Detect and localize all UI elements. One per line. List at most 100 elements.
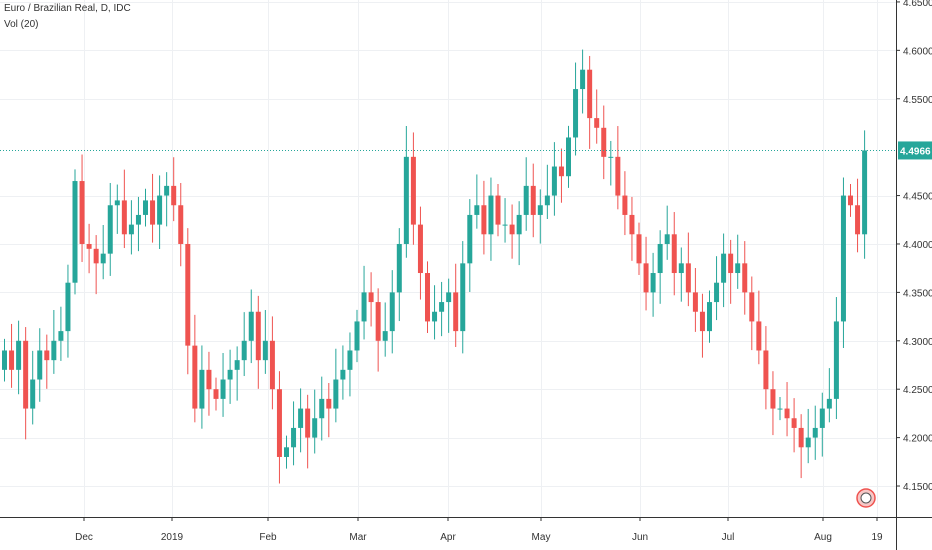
candle-body [157, 195, 163, 225]
candle-body [361, 292, 367, 322]
candle-body [30, 379, 36, 409]
candle-body [171, 185, 177, 206]
x-tick-label: Dec [75, 532, 93, 543]
candle-body [410, 156, 416, 225]
candle-body [580, 69, 586, 90]
candle-body [566, 137, 571, 177]
candle-body [523, 185, 529, 215]
candle-body [664, 234, 670, 244]
candle-body [192, 345, 198, 409]
candle-body [16, 340, 22, 370]
candle-body [601, 127, 607, 157]
candle-body [735, 263, 741, 274]
candle-body [833, 321, 839, 399]
x-tick-label: Jul [722, 532, 735, 543]
candle-body [9, 350, 15, 370]
candle-body [784, 408, 790, 419]
candle-body [121, 200, 127, 235]
y-tick-label: 4.1500 [903, 482, 932, 493]
candle-body [791, 418, 797, 428]
x-tick-label: Aug [814, 532, 832, 543]
candle-body [86, 243, 92, 249]
candle-body [396, 243, 402, 293]
y-tick-label: 4.4500 [903, 192, 932, 203]
candle-body [474, 205, 480, 215]
candle-body [763, 350, 769, 390]
candle-body [425, 273, 430, 322]
candle-body [460, 263, 466, 332]
candle-body [227, 369, 233, 380]
candle-body [502, 224, 508, 226]
candle-body [721, 253, 727, 283]
candle-body [756, 321, 762, 351]
candle-body [848, 195, 853, 206]
candle-body [608, 156, 614, 158]
candle-body [812, 427, 818, 438]
candle-body [481, 205, 487, 235]
event-marker-icon [856, 488, 876, 508]
candle-body [544, 195, 550, 206]
candle-body [150, 200, 156, 225]
candle-body [44, 350, 50, 361]
x-tick-label: Apr [440, 532, 456, 543]
y-tick-label: 4.2500 [903, 385, 932, 396]
candle-body [340, 369, 346, 380]
y-tick-label: 4.4000 [903, 240, 932, 251]
candle-body [551, 166, 557, 196]
candle-body [37, 350, 43, 380]
candle-body [51, 340, 57, 361]
candle-body [798, 427, 804, 448]
candle-body [770, 389, 776, 409]
candle-body [495, 195, 501, 225]
volume-indicator-label[interactable]: Vol (20) [4, 19, 39, 30]
candle-body [185, 243, 191, 346]
candle-body [446, 292, 452, 303]
candle-body [135, 214, 141, 225]
chart-title: Euro / Brazilian Real, D, IDC [4, 3, 131, 14]
candle-body [262, 340, 268, 361]
x-tick-label: Jun [632, 532, 648, 543]
candle-body [671, 234, 677, 274]
candle-body [375, 302, 381, 341]
candle-body [347, 350, 353, 370]
candle-body [629, 214, 635, 235]
candle-body [594, 118, 600, 128]
candle-body [805, 437, 811, 448]
candle-body [855, 205, 861, 235]
last-price-label: 4.4966 [900, 146, 931, 157]
candle-body [284, 447, 289, 457]
candle-body [143, 200, 148, 215]
candle-body [558, 166, 564, 177]
candle-body [509, 224, 515, 235]
candle-body [453, 292, 459, 332]
candle-body [114, 200, 120, 206]
candle-body [840, 195, 846, 322]
candle-body [164, 185, 170, 196]
candle-body [128, 224, 134, 235]
candle-body [326, 398, 332, 409]
candle-body [23, 340, 29, 409]
candle-body [107, 205, 113, 254]
candle-body [291, 427, 297, 448]
x-tick-label: 2019 [161, 532, 184, 543]
candle-body [65, 282, 71, 332]
candle-body [707, 302, 712, 332]
candle-body [241, 340, 247, 361]
candle-body [530, 185, 536, 215]
candle-body [432, 311, 438, 322]
candle-body [100, 253, 106, 264]
x-tick-label: Mar [349, 532, 367, 543]
candle-body [79, 181, 85, 244]
candle-body [862, 150, 868, 235]
x-tick-label: 19 [871, 532, 883, 543]
candle-body [615, 156, 621, 196]
candle-body [573, 89, 579, 138]
candle-body [389, 292, 395, 332]
candle-body [333, 379, 339, 409]
candle-body [826, 398, 832, 409]
candle-body [206, 369, 212, 390]
candle-body [537, 205, 543, 215]
candle-body [622, 195, 628, 215]
